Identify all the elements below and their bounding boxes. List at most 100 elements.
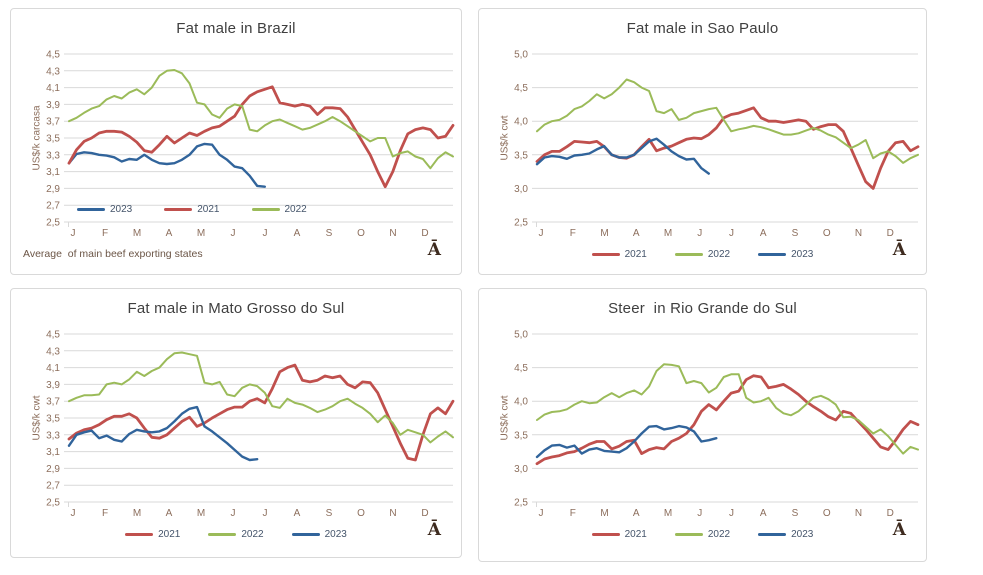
- x-month-label: J: [539, 508, 544, 519]
- series-line-2021: [535, 374, 920, 466]
- y-tick-label: 2,7: [46, 481, 60, 492]
- x-month-label: M: [664, 228, 672, 239]
- x-month-label: N: [855, 228, 862, 239]
- y-tick-label: 2,5: [514, 218, 528, 229]
- y-tick-label: 3,7: [46, 117, 60, 128]
- y-tick-label: 3,3: [46, 430, 60, 441]
- series-line-2023: [67, 405, 259, 462]
- y-tick-label: 4,0: [514, 397, 528, 408]
- y-tick-label: 3,1: [46, 447, 60, 458]
- x-month-label: F: [570, 228, 576, 239]
- y-tick-label: 3,5: [46, 134, 60, 145]
- x-month-label: J: [263, 508, 268, 519]
- corner-glyph: Ā: [892, 240, 906, 260]
- series-line-2023: [535, 137, 711, 175]
- y-tick-label: 4,3: [46, 66, 60, 77]
- y-tick-label: 3,3: [46, 150, 60, 161]
- x-month-label: A: [760, 508, 767, 519]
- y-tick-label: 2,5: [46, 218, 60, 229]
- y-tick-label: 3,0: [514, 464, 528, 475]
- x-month-label: M: [600, 508, 608, 519]
- y-tick-label: 4,1: [46, 363, 60, 374]
- series-line-2021: [535, 106, 920, 190]
- x-month-label: A: [633, 508, 640, 519]
- y-tick-label: 3,1: [46, 167, 60, 178]
- series-line-2022: [68, 69, 454, 170]
- corner-glyph: Ā: [892, 520, 906, 540]
- x-month-label: S: [792, 508, 799, 519]
- corner-glyph: Ā: [427, 520, 441, 540]
- x-month-label: J: [729, 508, 734, 519]
- x-month-label: J: [71, 228, 76, 239]
- x-month-label: A: [294, 228, 301, 239]
- x-month-label: D: [421, 228, 428, 239]
- chart-title: Fat male in Mato Grosso do Sul: [127, 300, 345, 317]
- y-tick-label: 3,5: [514, 150, 528, 161]
- x-month-label: M: [664, 508, 672, 519]
- x-month-label: F: [102, 508, 108, 519]
- plot-area: 2,5 2,7 2,9 3,1 3,3 3,5 3,7 3,9 4,1 4,3 4,5 J F M A M J J…: [46, 330, 455, 519]
- y-tick-label: 2,5: [514, 498, 528, 509]
- x-month-label: J: [729, 228, 734, 239]
- chart-panel-fat-male-sao-paulo: Fat male in Sao Paulo US$/k cwt 2,5 3,0 3,…: [478, 8, 927, 275]
- y-tick-label: 4,5: [514, 83, 528, 94]
- x-month-label: D: [887, 228, 894, 239]
- x-month-label: S: [326, 508, 333, 519]
- chart-title: Steer in Rio Grande do Sul: [608, 300, 797, 317]
- x-month-label: J: [263, 228, 268, 239]
- y-tick-label: 3,0: [514, 184, 528, 195]
- x-month-label: S: [792, 228, 799, 239]
- x-month-label: M: [197, 508, 205, 519]
- x-month-label: O: [823, 508, 831, 519]
- x-month-label: S: [326, 228, 333, 239]
- chart-title: Fat male in Brazil: [176, 20, 296, 37]
- x-month-label: M: [600, 228, 608, 239]
- x-month-label: F: [102, 228, 108, 239]
- y-tick-label: 3,9: [46, 380, 60, 391]
- x-month-label: J: [697, 508, 702, 519]
- y-tick-label: 3,5: [514, 430, 528, 441]
- chart-panel-fat-male-mato-grosso: Fat male in Mato Grosso do Sul US$/k cwt…: [10, 288, 462, 558]
- x-month-label: D: [887, 508, 894, 519]
- y-tick-label: 2,7: [46, 201, 60, 212]
- plot-area: 2,5 3,0 3,5 4,0 4,5 5,0 J F M A M J J A S O N D: [514, 330, 920, 519]
- x-month-label: F: [570, 508, 576, 519]
- x-month-label: J: [697, 228, 702, 239]
- x-month-label: N: [389, 228, 396, 239]
- series-line-2021: [67, 85, 455, 189]
- x-month-label: O: [357, 228, 365, 239]
- chart-footnote: Average of main beef exporting states: [23, 248, 203, 260]
- y-tick-label: 4,1: [46, 83, 60, 94]
- x-month-label: M: [133, 228, 141, 239]
- chart-panel-fat-male-brazil: Fat male in Brazil US$/k carcasa 2,5 2,7 2…: [10, 8, 462, 275]
- x-month-label: O: [357, 508, 365, 519]
- y-tick-label: 4,3: [46, 346, 60, 357]
- y-tick-label: 4,5: [46, 330, 60, 341]
- y-tick-label: 4,0: [514, 117, 528, 128]
- x-month-label: J: [71, 508, 76, 519]
- y-tick-label: 3,9: [46, 100, 60, 111]
- x-month-label: M: [133, 508, 141, 519]
- chart-panel-steer-rio-grande: Steer in Rio Grande do Sul US$/k cwt 2,5…: [478, 288, 927, 562]
- x-month-label: N: [389, 508, 396, 519]
- series-line-2022: [68, 351, 454, 444]
- plot-area: 2,5 2,7 2,9 3,1 3,3 3,5 3,7 3,9 4,1 4,3 4,5 J F M A M J J…: [46, 50, 455, 239]
- series-line-2023: [67, 142, 267, 188]
- x-month-label: D: [421, 508, 428, 519]
- y-tick-label: 4,5: [46, 50, 60, 61]
- x-month-label: J: [231, 228, 236, 239]
- series-line-2022: [536, 363, 919, 455]
- y-tick-label: 3,7: [46, 397, 60, 408]
- series-line-2023: [535, 424, 718, 459]
- x-month-label: A: [294, 508, 301, 519]
- x-month-label: N: [855, 508, 862, 519]
- x-month-label: A: [760, 228, 767, 239]
- y-tick-label: 2,9: [46, 184, 60, 195]
- series-line-2022: [536, 78, 919, 164]
- y-tick-label: 5,0: [514, 50, 528, 61]
- y-tick-label: 5,0: [514, 330, 528, 341]
- y-tick-label: 4,5: [514, 363, 528, 374]
- series-line-2021: [67, 363, 455, 462]
- plot-area: 2,5 3,0 3,5 4,0 4,5 5,0 J F M A M J J A S O N D: [514, 50, 920, 239]
